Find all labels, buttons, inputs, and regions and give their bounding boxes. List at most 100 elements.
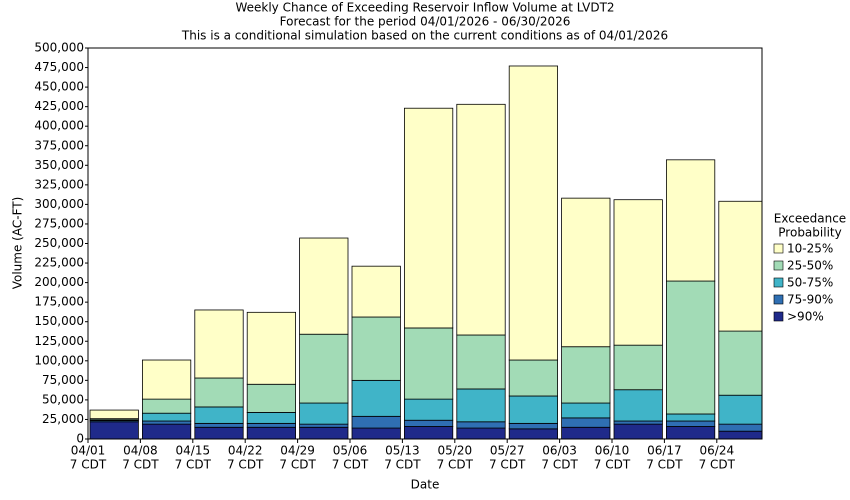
bar-segment <box>561 402 611 419</box>
bar-segment <box>666 413 716 422</box>
legend-swatch <box>773 294 784 305</box>
x-tick-label: 04/08 <box>123 444 158 458</box>
x-tick-label: 06/03 <box>542 444 577 458</box>
bar-segment <box>299 402 349 425</box>
x-tick-label: 05/13 <box>385 444 420 458</box>
x-axis-label: Date <box>411 478 440 492</box>
x-tick-sublabel: 7 CDT <box>437 458 474 472</box>
x-tick-sublabel: 7 CDT <box>594 458 631 472</box>
y-axis-label: Volume (AC-FT) <box>11 197 25 290</box>
bar-segment <box>613 344 663 391</box>
bar-segment <box>246 422 296 428</box>
y-tick-label: 325,000 <box>34 177 84 191</box>
legend-label: 75-90% <box>787 293 833 307</box>
y-tick-label: 500,000 <box>34 41 84 55</box>
y-tick-label: 250,000 <box>34 236 84 250</box>
bar-segment <box>351 427 401 440</box>
bar-segment <box>456 427 506 440</box>
legend-swatch <box>773 277 784 288</box>
bar-segment <box>351 316 401 381</box>
bar-segment <box>141 412 192 422</box>
bar-segment <box>666 426 716 440</box>
plot-frame <box>87 47 763 440</box>
x-tick-label: 04/15 <box>176 444 211 458</box>
y-tick-label: 0 <box>76 432 84 446</box>
bar-segment <box>613 420 663 425</box>
bar-segment <box>194 406 244 424</box>
x-tick-sublabel: 7 CDT <box>70 458 107 472</box>
bar-segment <box>718 330 762 396</box>
x-tick-sublabel: 7 CDT <box>541 458 578 472</box>
legend-title: Probability <box>778 226 841 240</box>
legend-label: >90% <box>787 310 824 324</box>
bar-segment <box>89 409 139 420</box>
x-tick-sublabel: 7 CDT <box>227 458 264 472</box>
bar-segment <box>89 421 139 440</box>
x-tick-sublabel: 7 CDT <box>384 458 421 472</box>
bar-segment <box>194 426 244 440</box>
bar-segment <box>141 420 192 425</box>
legend-swatch <box>773 311 784 322</box>
bar-segment <box>246 311 296 385</box>
y-tick-label: 350,000 <box>34 158 84 172</box>
y-tick-label: 200,000 <box>34 275 84 289</box>
y-tick-label: 475,000 <box>34 60 84 74</box>
bar-segment <box>299 333 349 404</box>
bar-segment <box>561 417 611 428</box>
bar-segment <box>351 379 401 417</box>
bars <box>89 65 762 440</box>
bar-segment <box>456 334 506 390</box>
x-tick-label: 04/22 <box>228 444 263 458</box>
y-tick-label: 125,000 <box>34 334 84 348</box>
bar-segment <box>508 428 559 440</box>
bar-segment <box>246 412 296 424</box>
bar-segment <box>508 422 559 430</box>
bar-segment <box>456 103 506 336</box>
y-tick-label: 175,000 <box>34 295 84 309</box>
bar-segment <box>403 398 454 421</box>
bar-segment <box>561 426 611 440</box>
x-tick-sublabel: 7 CDT <box>175 458 212 472</box>
bar-segment <box>613 199 663 346</box>
x-tick-label: 06/10 <box>595 444 630 458</box>
x-tick-label: 05/27 <box>490 444 525 458</box>
x-tick-label: 05/06 <box>333 444 368 458</box>
bar-segment <box>718 430 762 440</box>
bar-segment <box>561 197 611 348</box>
bar-segment <box>194 377 244 408</box>
bar-segment <box>351 265 401 318</box>
x-tick-sublabel: 7 CDT <box>699 458 736 472</box>
bar-segment <box>141 398 192 414</box>
x-tick-sublabel: 7 CDT <box>332 458 369 472</box>
x-tick-sublabel: 7 CDT <box>122 458 159 472</box>
legend-label: 10-25% <box>787 242 833 256</box>
legend-label: 25-50% <box>787 259 833 273</box>
bar-segment <box>246 426 296 440</box>
legend-label: 50-75% <box>787 276 833 290</box>
bar-segment <box>299 423 349 428</box>
x-tick-sublabel: 7 CDT <box>646 458 683 472</box>
chart-title: This is a conditional simulation based o… <box>181 29 668 43</box>
y-tick-label: 400,000 <box>34 119 84 133</box>
bar-segment <box>613 389 663 422</box>
y-tick-label: 275,000 <box>34 216 84 230</box>
x-tick-label: 04/01 <box>71 444 106 458</box>
legend-swatch <box>773 260 784 271</box>
bar-segment <box>299 237 349 335</box>
bar-segment <box>141 423 192 440</box>
x-tick-label: 06/24 <box>700 444 735 458</box>
y-tick-label: 100,000 <box>34 353 84 367</box>
y-tick-label: 425,000 <box>34 99 84 113</box>
chart-title: Weekly Chance of Exceeding Reservoir Inf… <box>235 1 614 15</box>
y-tick-label: 25,000 <box>42 412 84 426</box>
bar-segment <box>141 359 192 400</box>
bar-segment <box>351 415 401 429</box>
legend-swatch <box>773 243 784 254</box>
bar-segment <box>456 421 506 429</box>
bar-segment <box>246 383 296 413</box>
x-tick-label: 06/17 <box>647 444 682 458</box>
y-tick-label: 450,000 <box>34 80 84 94</box>
bar-segment <box>403 419 454 427</box>
bar-segment <box>403 107 454 329</box>
